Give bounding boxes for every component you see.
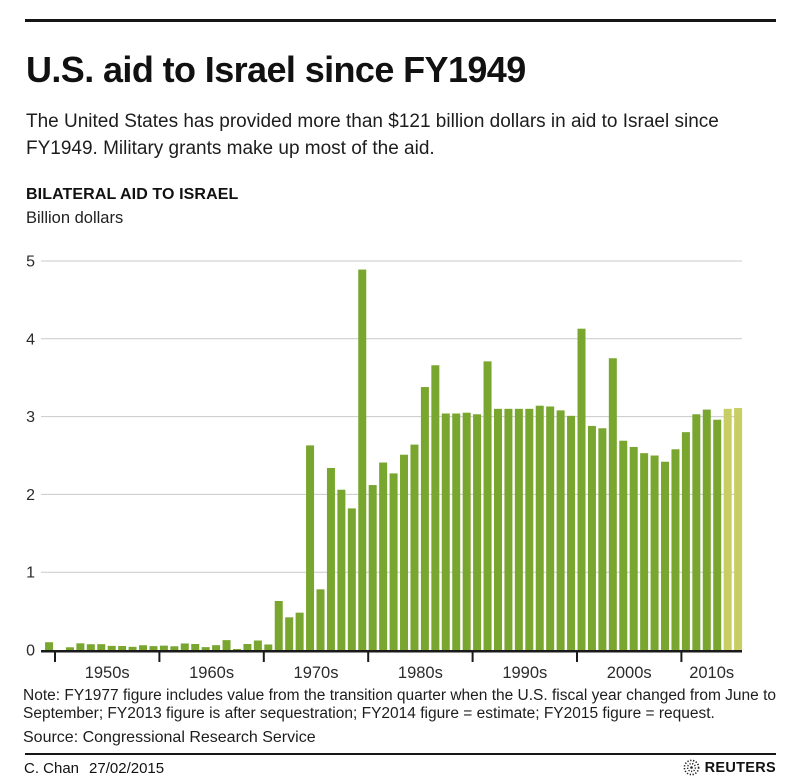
chart-unit-label: Billion dollars [26,209,124,227]
x-tick-label-1950s: 1950s [85,664,130,682]
bar-1996 [535,405,544,650]
bar-1959 [149,646,158,650]
reuters-globe-icon [683,759,700,776]
x-tick-label-1980s: 1980s [398,664,443,682]
bar-1980 [368,485,377,650]
y-tick-label-0: 0 [26,643,35,660]
bar-2013 [713,419,722,650]
y-tick-label-4: 4 [26,331,35,348]
x-tick-label-1960s: 1960s [189,664,234,682]
bar-1971 [274,600,283,650]
bar-2002 [598,428,607,650]
note-text: Note: FY1977 figure includes value from … [23,687,777,722]
x-tick-label-2000s: 2000s [607,664,652,682]
bar-1998 [556,410,565,650]
credit-date: 27/02/2015 [89,760,165,777]
chart-heading: BILATERAL AID TO ISRAEL [26,186,239,203]
bar-1965 [212,645,221,650]
bar-1989 [462,412,471,650]
bar-1974 [306,445,315,650]
bar-1985 [420,387,429,650]
bar-1978 [347,508,356,650]
bar-1962 [180,643,189,650]
bar-1999 [567,415,576,650]
bar-1953 [86,644,95,650]
bar-1972 [285,617,294,650]
bar-1976 [326,467,335,650]
reuters-logo: REUTERS [683,759,776,776]
bar-1970 [264,644,273,650]
bar-1984 [410,444,419,650]
bar-2000 [577,328,586,650]
brand-name: REUTERS [704,759,776,776]
bar-1982 [389,473,398,650]
bar-1987 [441,413,450,650]
footer-rule [25,753,776,755]
bar-2011 [692,414,701,650]
x-tick-label-2010s: 2010s [689,664,734,682]
bar-1983 [400,454,409,650]
bar-1975 [316,589,325,650]
bar-2001 [587,425,596,650]
bar-1966 [222,640,231,650]
bar-1997 [546,406,555,650]
bar-1981 [379,462,388,650]
bar-1973 [295,612,304,650]
bar-1954 [97,644,106,650]
x-tick-label-1970s: 1970s [294,664,339,682]
bar-2005 [629,446,638,650]
bar-1955 [107,645,116,650]
bar-1993 [504,408,513,650]
credit-author: C. Chan [24,760,80,777]
bar-2003 [608,358,617,650]
bar-chart: 0 1 2 3 4 5 1950s 1960s 1970s 1980s 1990s 2000s 2010… [26,254,743,682]
credit: C. Chan 27/02/2015 [24,760,164,777]
y-tick-label-1: 1 [26,565,35,582]
bar-2012 [702,409,711,650]
bar-1991 [483,361,492,650]
bar-2006 [640,453,649,650]
subtitle: The United States has provided more than… [26,111,719,159]
bar-2009 [671,449,680,650]
source-text: Source: Congressional Research Service [23,729,316,746]
bar-2015 [734,408,743,650]
bar-1963 [191,644,200,650]
bar-1995 [525,408,534,650]
bar-2007 [650,455,659,650]
y-tick-label-2: 2 [26,487,35,504]
bar-1961 [170,646,179,650]
y-tick-label-3: 3 [26,409,35,426]
top-rule [25,19,776,22]
bar-2004 [619,440,628,650]
bar-2008 [661,461,670,650]
y-tick-label-5: 5 [26,254,35,271]
bar-1967 [232,648,241,650]
bar-1986 [431,365,440,650]
bar-1969 [253,640,262,650]
bar-2014 [723,408,732,650]
bar-1956 [118,646,127,650]
bar-1958 [139,645,148,650]
bar-1979 [358,269,367,650]
x-tick-label-1990s: 1990s [502,664,547,682]
bar-1994 [514,408,523,650]
bar-1949 [45,642,54,650]
bar-1990 [473,414,482,650]
bar-1964 [201,647,210,650]
page-title: U.S. aid to Israel since FY1949 [26,49,526,90]
bar-1977 [337,489,346,650]
bar-1988 [452,413,461,650]
bar-1952 [76,643,85,650]
bar-1968 [243,644,252,650]
bar-1992 [493,408,502,650]
bar-2010 [681,432,690,650]
bar-1951 [65,647,74,650]
bar-1960 [159,645,168,650]
bar-1957 [128,646,137,650]
